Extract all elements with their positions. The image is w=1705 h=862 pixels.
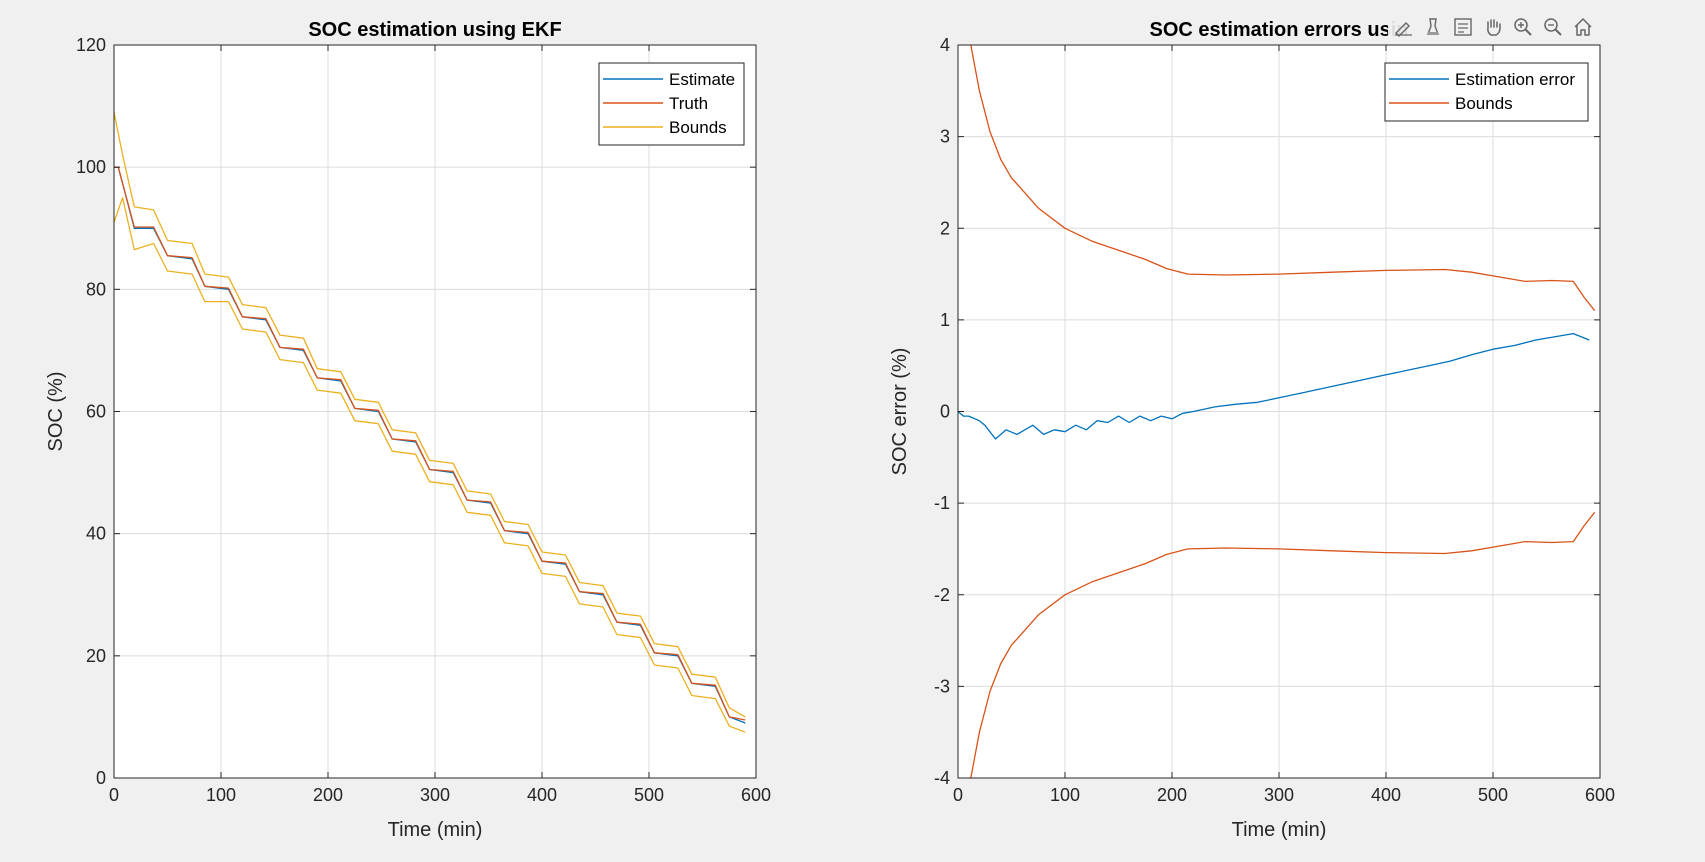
x-tick-label: 300 [420, 785, 450, 805]
x-tick-label: 400 [1371, 785, 1401, 805]
x-tick-label: 600 [1585, 785, 1615, 805]
y-tick-label: 3 [940, 127, 950, 147]
legend-entry: Truth [669, 94, 708, 113]
chart-title: SOC estimation using EKF [308, 19, 561, 41]
chart-2: 0 100 200 300 400 500 600 -4 -3 -2 -1 0 1 2 3 4 SOC esti… [889, 19, 1615, 841]
y-tick-label: 1 [940, 310, 950, 330]
x-tick-label: 200 [1157, 785, 1187, 805]
legend[interactable]: Estimate Truth Bounds [598, 62, 745, 146]
y-tick-label: 80 [86, 279, 106, 299]
zoom-in-icon[interactable] [1510, 13, 1536, 41]
legend-entry: Estimate [669, 70, 735, 89]
series-line-bounds [114, 112, 746, 718]
x-tick-label: 500 [634, 785, 664, 805]
home-restore-icon[interactable] [1570, 13, 1596, 41]
x-tick-label: 0 [109, 785, 119, 805]
brush-edit-icon[interactable] [1390, 13, 1416, 41]
legend-entry: Estimation error [1455, 70, 1575, 89]
y-tick-label: 0 [96, 768, 106, 788]
x-tick-label: 100 [206, 785, 236, 805]
legend-box [1384, 62, 1589, 122]
y-tick-label: 40 [86, 524, 106, 544]
axes-toolbar [1388, 12, 1598, 42]
y-axis-label: SOC (%) [45, 372, 67, 452]
series-line-truth [114, 166, 746, 721]
y-tick-label: 120 [76, 35, 106, 55]
series-line-bounds-lower [970, 511, 1596, 778]
y-tick-label: 100 [76, 157, 106, 177]
zoom-out-icon[interactable] [1540, 13, 1566, 41]
chart-1: 0 100 200 300 400 500 600 0 20 40 60 80 100 120 SOC es… [45, 19, 771, 841]
y-tick-label: 60 [86, 402, 106, 422]
data-cursor-icon[interactable] [1420, 13, 1446, 41]
legend-box [598, 62, 745, 146]
series-group [958, 45, 1596, 778]
y-tick-label: -1 [934, 493, 950, 513]
y-tick-label: -3 [934, 676, 950, 696]
legend[interactable]: Estimation error Bounds [1384, 62, 1589, 122]
x-axis-label: Time (min) [1232, 819, 1327, 841]
x-tick-label: 100 [1050, 785, 1080, 805]
y-tick-label: -2 [934, 585, 950, 605]
x-tick-label: 500 [1478, 785, 1508, 805]
y-tick-label: 4 [940, 35, 950, 55]
pan-hand-icon[interactable] [1480, 13, 1506, 41]
series-line-estimation-error [958, 332, 1590, 440]
y-tick-label: 20 [86, 646, 106, 666]
y-tick-label: 0 [940, 402, 950, 422]
legend-entry: Bounds [669, 118, 727, 137]
series-group [114, 112, 746, 733]
series-line-bounds [970, 45, 1596, 312]
x-tick-label: 400 [527, 785, 557, 805]
x-tick-label: 200 [313, 785, 343, 805]
y-tick-label: -4 [934, 768, 950, 788]
series-line-bounds-lower [114, 197, 746, 733]
x-tick-label: 300 [1264, 785, 1294, 805]
y-axis-label: SOC error (%) [889, 348, 911, 476]
legend-entry: Bounds [1455, 94, 1513, 113]
chart-title: SOC estimation errors usin [1150, 19, 1409, 41]
legend-toggle-icon[interactable] [1450, 13, 1476, 41]
x-tick-label: 600 [741, 785, 771, 805]
y-tick-label: 2 [940, 218, 950, 238]
x-axis-label: Time (min) [388, 819, 483, 841]
x-tick-label: 0 [953, 785, 963, 805]
